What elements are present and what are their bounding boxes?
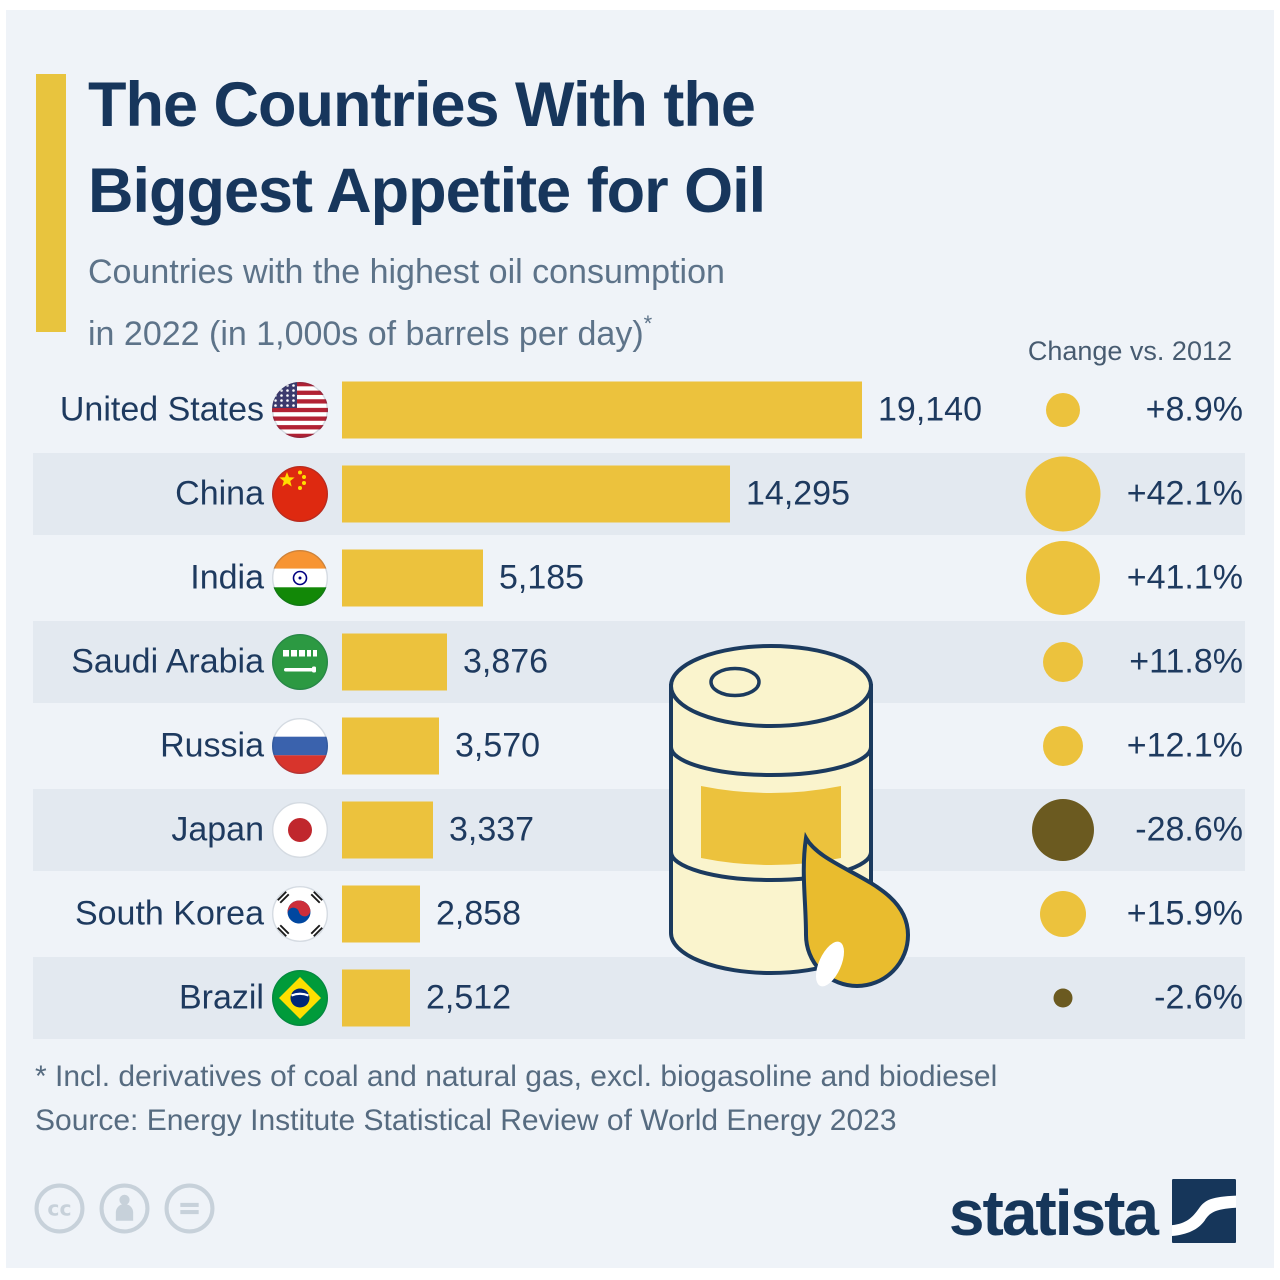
country-label: United States bbox=[59, 390, 264, 429]
country-label: India bbox=[190, 558, 264, 597]
country-label: Japan bbox=[171, 810, 264, 849]
change-dot bbox=[1046, 393, 1080, 427]
table-row: Japan 3,337 -28.6% bbox=[0, 788, 1280, 872]
license-icons: cc bbox=[33, 1182, 216, 1240]
consumption-bar bbox=[342, 381, 862, 439]
table-row: Saudi Arabia 3,876 +11.8% bbox=[0, 620, 1280, 704]
change-label: +41.1% bbox=[1126, 558, 1243, 597]
consumption-bar bbox=[342, 885, 420, 943]
change-dot bbox=[1040, 891, 1086, 937]
change-dot bbox=[1025, 456, 1101, 532]
flag-japan-icon bbox=[272, 802, 328, 858]
footnote-asterisk: * bbox=[643, 311, 653, 336]
flag-south-korea-icon bbox=[272, 886, 328, 942]
country-label: Saudi Arabia bbox=[71, 642, 264, 681]
bar-chart: United States 19,140 +8.9% China 14,295 … bbox=[0, 368, 1280, 1040]
title-accent-bar bbox=[36, 74, 66, 332]
consumption-bar bbox=[342, 969, 410, 1027]
cc-icon: cc bbox=[33, 1182, 86, 1240]
change-dot bbox=[1032, 799, 1094, 861]
footnote-text: * Incl. derivatives of coal and natural … bbox=[35, 1060, 998, 1093]
title-line-2: Biggest Appetite for Oil bbox=[88, 156, 766, 226]
title-line-1: The Countries With the bbox=[88, 70, 756, 140]
svg-text:cc: cc bbox=[47, 1197, 71, 1221]
consumption-bar bbox=[342, 717, 439, 775]
page-title: The Countries With the Biggest Appetite … bbox=[88, 62, 766, 234]
subtitle-line-1: Countries with the highest oil consumpti… bbox=[88, 253, 725, 291]
flag-saudi-arabia-icon bbox=[272, 634, 328, 690]
consumption-bar bbox=[342, 633, 447, 691]
change-label: -28.6% bbox=[1135, 810, 1243, 849]
table-row: Brazil 2,512 -2.6% bbox=[0, 956, 1280, 1040]
change-label: +11.8% bbox=[1129, 642, 1243, 681]
flag-india-icon bbox=[272, 550, 328, 606]
flag-brazil-icon bbox=[272, 970, 328, 1026]
row-band bbox=[33, 957, 1245, 1039]
value-label: 3,876 bbox=[463, 642, 549, 681]
change-label: +15.9% bbox=[1126, 894, 1243, 933]
country-label: China bbox=[175, 474, 264, 513]
table-row: United States 19,140 +8.9% bbox=[0, 368, 1280, 452]
change-dot bbox=[1053, 988, 1073, 1008]
value-label: 2,512 bbox=[426, 978, 512, 1017]
change-label: -2.6% bbox=[1154, 978, 1243, 1017]
change-label: +12.1% bbox=[1126, 726, 1243, 765]
change-column-header: Change vs. 2012 bbox=[1027, 336, 1232, 366]
country-label: Brazil bbox=[178, 978, 264, 1017]
country-label: South Korea bbox=[74, 894, 264, 933]
subtitle-line-2: in 2022 (in 1,000s of barrels per day)* bbox=[88, 311, 653, 353]
page-subtitle: Countries with the highest oil consumpti… bbox=[88, 246, 725, 360]
statista-logo-icon bbox=[1172, 1178, 1236, 1248]
oil-barrel-illustration bbox=[633, 638, 925, 1046]
no-derivatives-equals-icon bbox=[163, 1182, 216, 1240]
source-text: Source: Energy Institute Statistical Rev… bbox=[35, 1104, 897, 1137]
table-row: South Korea 2,858 +15.9% bbox=[0, 872, 1280, 956]
table-row: India 5,185 +41.1% bbox=[0, 536, 1280, 620]
statista-branding: statista bbox=[949, 1176, 1236, 1250]
value-label: 2,858 bbox=[436, 894, 522, 933]
flag-china-icon bbox=[272, 466, 328, 522]
attribution-person-icon bbox=[98, 1182, 151, 1240]
flag-russia-icon bbox=[272, 718, 328, 774]
country-label: Russia bbox=[160, 726, 264, 765]
consumption-bar bbox=[342, 465, 730, 523]
change-label: +42.1% bbox=[1126, 474, 1243, 513]
value-label: 14,295 bbox=[746, 474, 850, 513]
table-row: Russia 3,570 +12.1% bbox=[0, 704, 1280, 788]
statista-wordmark: statista bbox=[948, 1177, 1159, 1249]
change-dot bbox=[1043, 642, 1083, 682]
change-dot bbox=[1026, 541, 1100, 615]
change-label: +8.9% bbox=[1145, 390, 1243, 429]
consumption-bar bbox=[342, 549, 483, 607]
value-label: 5,185 bbox=[499, 558, 585, 597]
oil-drop-icon bbox=[801, 831, 911, 988]
change-dot bbox=[1043, 726, 1083, 766]
table-row: China 14,295 +42.1% bbox=[0, 452, 1280, 536]
consumption-bar bbox=[342, 801, 433, 859]
flag-united-states-icon bbox=[272, 382, 328, 438]
value-label: 3,337 bbox=[449, 810, 535, 849]
value-label: 3,570 bbox=[455, 726, 541, 765]
value-label: 19,140 bbox=[878, 390, 982, 429]
